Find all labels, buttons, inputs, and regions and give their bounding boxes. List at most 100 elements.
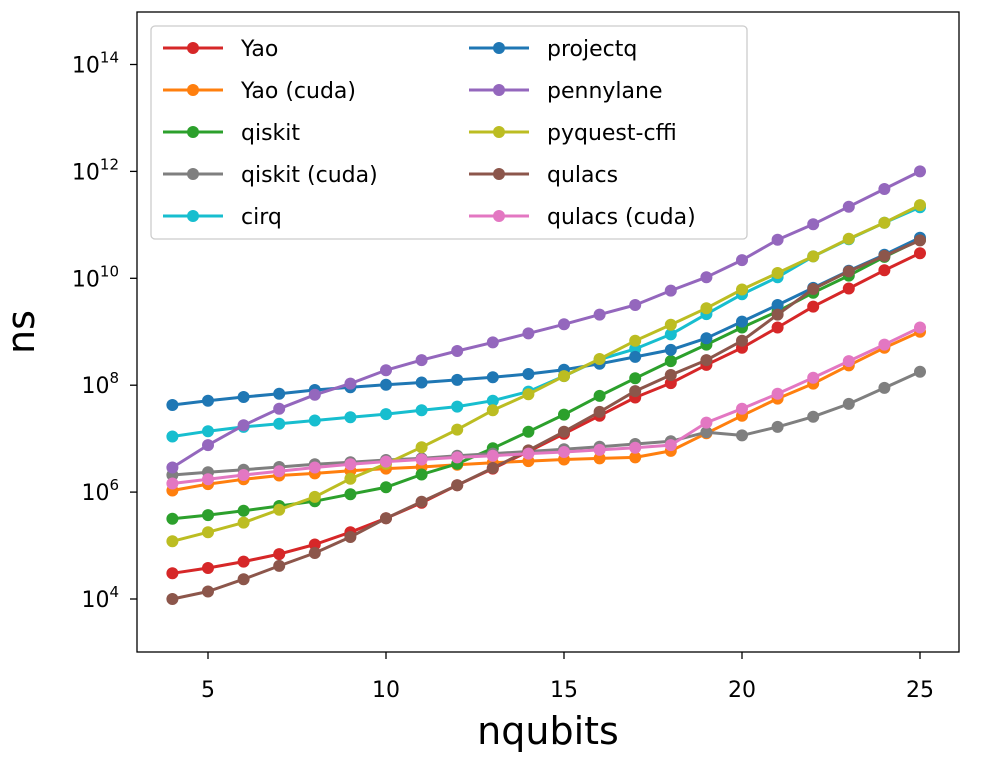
data-point: [914, 365, 926, 378]
legend-box: [150, 25, 748, 240]
legend-marker: [187, 42, 199, 54]
legend-marker: [493, 42, 505, 54]
y-tick-label: 1014: [72, 49, 119, 79]
data-point: [166, 399, 179, 411]
y-tick-label: 108: [81, 369, 119, 399]
legend-entry: qulacs (cuda): [469, 205, 696, 230]
data-point: [807, 371, 820, 384]
legend-marker: [493, 84, 505, 96]
y-tick-label: 1010: [72, 262, 119, 292]
data-point: [771, 321, 784, 334]
data-point: [273, 417, 286, 430]
data-point: [593, 443, 606, 456]
data-point: [736, 283, 748, 296]
data-point: [842, 397, 855, 410]
legend-entry: projectq: [469, 37, 637, 62]
data-point: [237, 419, 250, 432]
data-point: [664, 343, 677, 356]
data-point: [273, 548, 286, 561]
data-point: [380, 378, 392, 391]
data-point: [415, 495, 428, 508]
data-point: [522, 447, 535, 460]
legend-marker: [187, 168, 199, 180]
data-point: [380, 481, 392, 494]
data-point: [807, 218, 820, 231]
data-point: [700, 302, 713, 315]
data-point: [842, 265, 855, 278]
data-point: [629, 372, 642, 385]
data-point: [486, 449, 499, 462]
data-point: [273, 503, 286, 516]
data-point: [237, 516, 250, 529]
data-point: [344, 531, 357, 543]
data-point: [415, 404, 428, 417]
x-tick-label: 25: [906, 678, 934, 703]
x-tick-label: 20: [728, 678, 756, 703]
legend-entry: qulacs: [469, 163, 618, 188]
data-point: [664, 318, 677, 331]
data-point: [807, 250, 820, 263]
data-point: [237, 469, 250, 481]
x-tick-label: 5: [201, 678, 215, 703]
data-point: [878, 183, 891, 195]
data-point: [878, 264, 891, 277]
series-line: [172, 330, 921, 492]
data-point: [202, 394, 214, 407]
data-point: [522, 327, 535, 340]
data-point: [166, 512, 179, 525]
data-point: [700, 271, 713, 284]
data-point: [166, 461, 179, 474]
data-point: [700, 354, 713, 367]
data-point: [807, 410, 820, 423]
data-point: [629, 385, 642, 398]
series-line: [172, 236, 921, 407]
data-point: [629, 350, 642, 363]
legend-label: qulacs (cuda): [547, 205, 696, 230]
data-point: [736, 254, 748, 267]
legend-marker: [493, 210, 505, 222]
legend-marker: [187, 84, 199, 96]
legend-label: qiskit (cuda): [241, 163, 378, 188]
data-point: [202, 585, 214, 598]
series-line: [172, 370, 921, 477]
legend-label: cirq: [241, 205, 282, 230]
data-point: [914, 165, 926, 178]
data-point: [415, 453, 428, 466]
x-tick-label: 15: [550, 678, 578, 703]
data-point: [202, 526, 214, 539]
data-point: [558, 446, 570, 458]
series-layer: [166, 165, 926, 605]
legend-entry: qiskit (cuda): [163, 163, 378, 188]
data-point: [771, 308, 784, 321]
series-line: [172, 239, 921, 601]
data-point: [664, 284, 677, 297]
data-point: [771, 233, 784, 246]
legend-entry: pennylane: [469, 79, 662, 104]
legend-label: projectq: [547, 37, 637, 62]
data-point: [380, 455, 392, 468]
data-point: [593, 308, 606, 321]
data-point: [771, 267, 784, 279]
series-line: [171, 170, 921, 469]
data-point: [308, 388, 321, 401]
data-point: [736, 429, 748, 442]
data-point: [380, 408, 392, 421]
data-point: [308, 461, 321, 474]
data-point: [736, 315, 748, 328]
data-point: [842, 355, 855, 368]
data-point: [522, 388, 535, 401]
data-point: [451, 423, 464, 436]
data-point: [166, 593, 179, 605]
data-point: [202, 425, 214, 438]
data-point: [344, 377, 357, 390]
data-point: [202, 509, 214, 522]
legend-entry: Yao (cuda): [163, 79, 356, 104]
y-tick-label: 1012: [72, 155, 119, 185]
legend-entry: pyquest-cffi: [469, 121, 677, 146]
data-point: [451, 479, 464, 492]
data-point: [451, 345, 464, 357]
data-point: [842, 200, 855, 213]
data-point: [914, 321, 926, 334]
legend-label: qiskit: [241, 121, 300, 146]
data-point: [629, 451, 642, 464]
